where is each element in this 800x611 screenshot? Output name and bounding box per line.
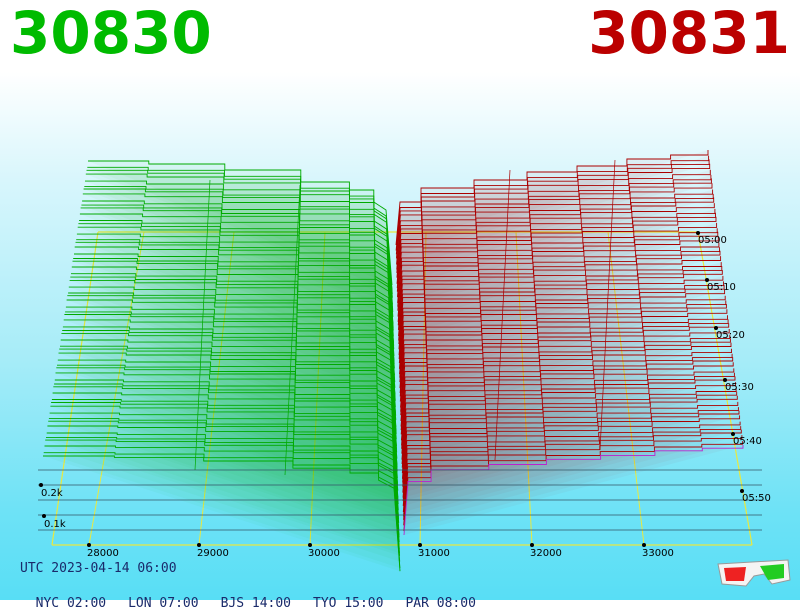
time-tick-label: 05:20 (716, 330, 745, 341)
volume-tick-dot (42, 514, 46, 518)
time-tick-label: 05:30 (725, 382, 754, 393)
ask-depth-layers (396, 150, 743, 535)
price-tick-label: 33000 (642, 548, 674, 559)
time-tick-label: 05:10 (707, 282, 736, 293)
price-tick-dot (87, 543, 91, 547)
price-tick-dot (642, 543, 646, 547)
city-time-tyo: TYO 15:00 (313, 596, 383, 611)
time-tick-label: 05:40 (733, 436, 762, 447)
volume-tick-dot (39, 483, 43, 487)
price-tick-label: 32000 (530, 548, 562, 559)
bid-depth-layers (43, 161, 400, 571)
volume-tick-label: 0.2k (41, 488, 63, 499)
3d-glasses-icon[interactable] (714, 554, 792, 590)
price-tick-dot (418, 543, 422, 547)
city-time-nyc: NYC 02:00 (36, 596, 106, 611)
price-tick-dot (308, 543, 312, 547)
city-time-par: PAR 08:00 (405, 596, 475, 611)
price-tick-dot (197, 543, 201, 547)
city-time-lon: LON 07:00 (128, 596, 198, 611)
price-tick-label: 29000 (197, 548, 229, 559)
time-tick-label: 05:50 (742, 493, 771, 504)
price-tick-dot (530, 543, 534, 547)
price-tick-label: 31000 (418, 548, 450, 559)
utc-time: UTC 2023-04-14 06:00 (20, 561, 177, 576)
city-time-bjs: BJS 14:00 (221, 596, 291, 611)
price-tick-label: 28000 (87, 548, 119, 559)
time-tick-label: 05:00 (698, 235, 727, 246)
volume-tick-label: 0.1k (44, 519, 66, 530)
city-times: NYC 02:00 LON 07:00 BJS 14:00 TYO 15:00 PAR … (20, 581, 498, 611)
price-tick-label: 30000 (308, 548, 340, 559)
